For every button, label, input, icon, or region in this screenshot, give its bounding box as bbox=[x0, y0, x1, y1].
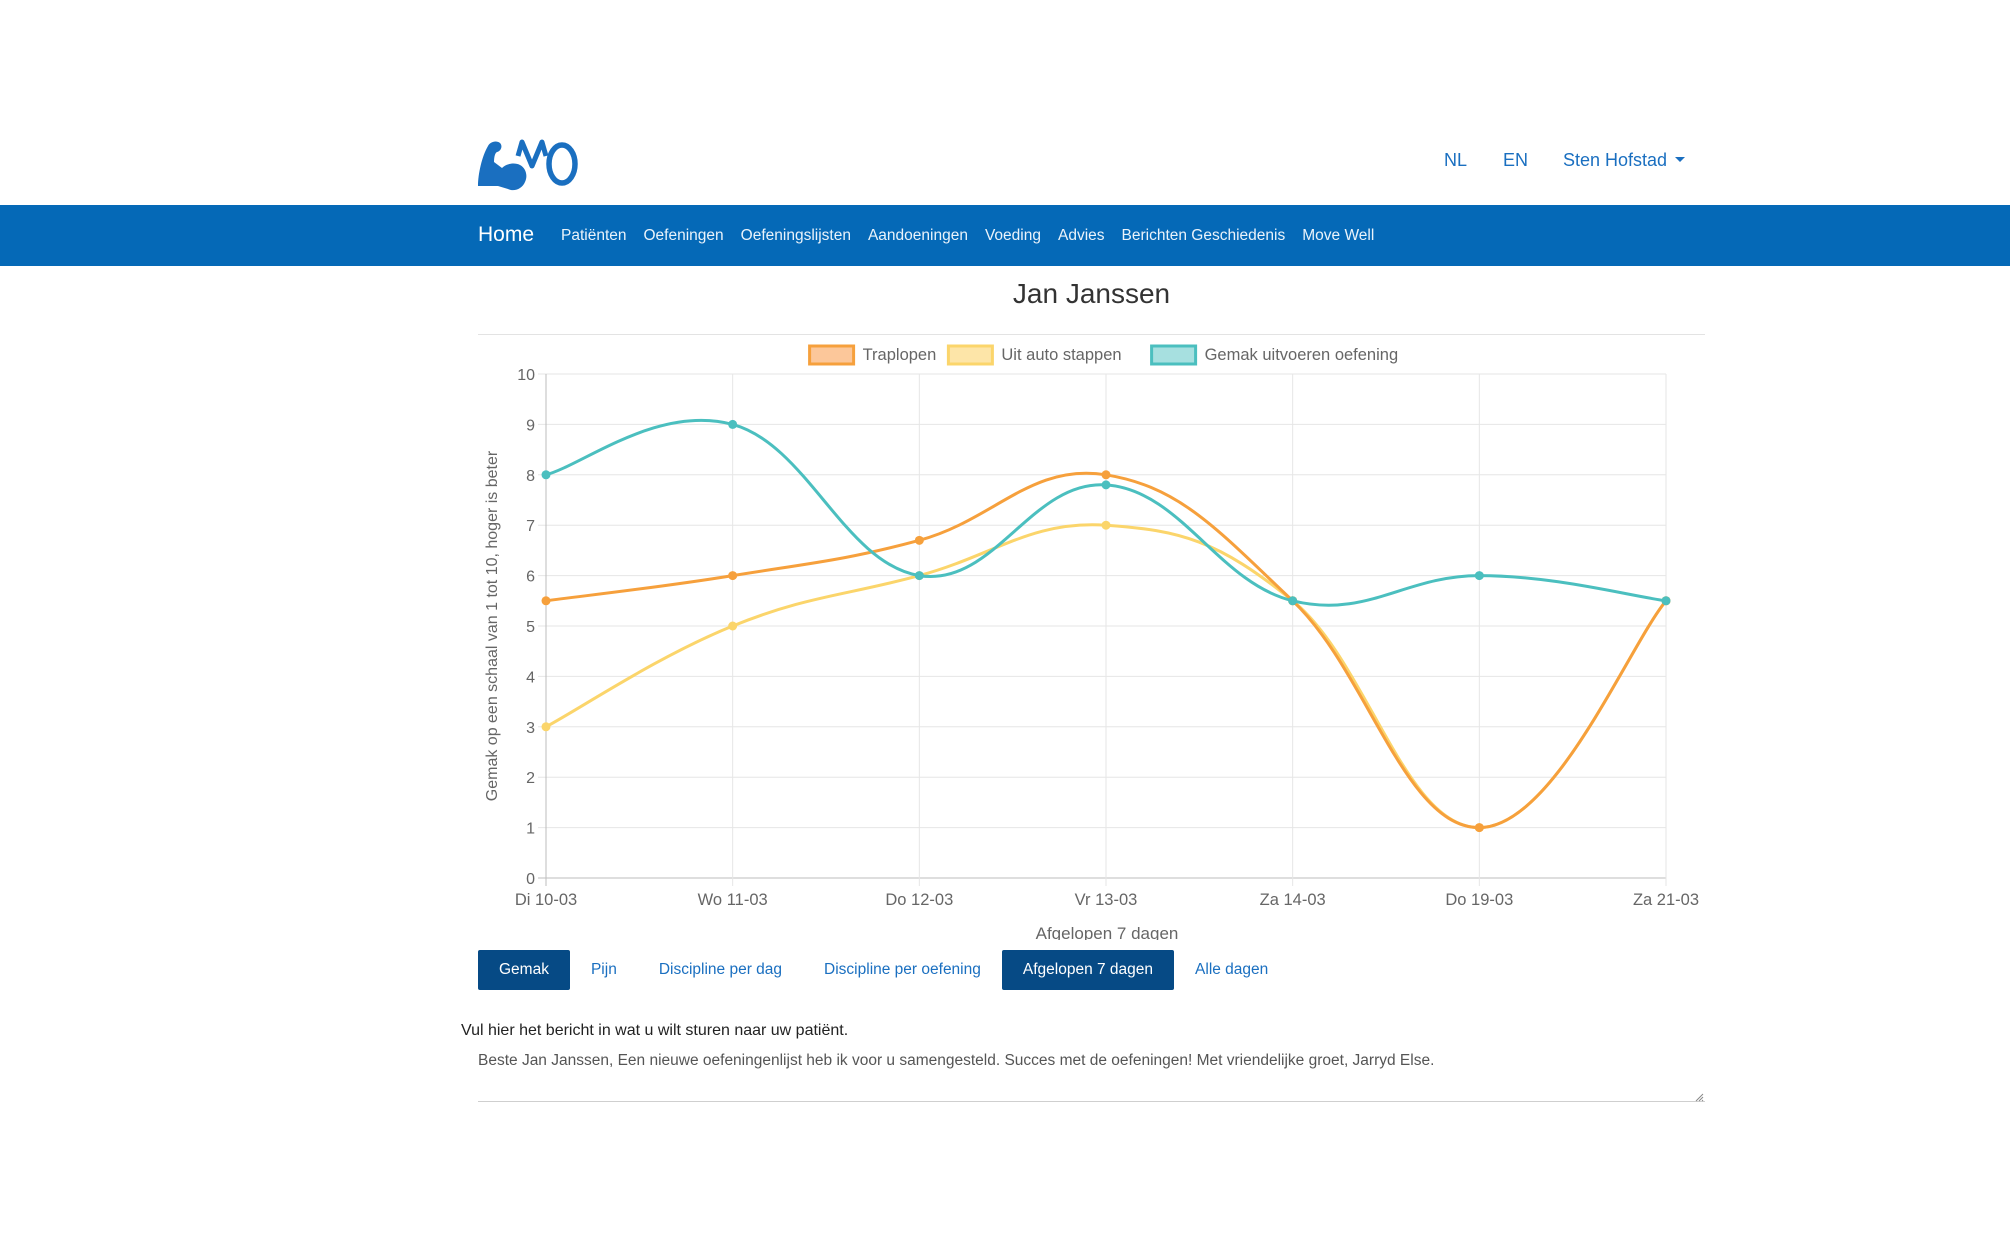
main-navbar: Home Patiënten Oefeningen Oefeningslijst… bbox=[0, 205, 2010, 266]
y-axis-label: Gemak op een schaal van 1 tot 10, hoger … bbox=[484, 450, 501, 801]
x-tick-label: Di 10-03 bbox=[515, 891, 577, 909]
legend-swatch bbox=[946, 344, 994, 366]
y-tick-label: 3 bbox=[526, 720, 535, 737]
nav-item-advies[interactable]: Advies bbox=[1057, 227, 1105, 244]
series-line-0 bbox=[545, 471, 1668, 830]
x-tick-label: Vr 13-03 bbox=[1075, 891, 1138, 909]
y-tick-label: 0 bbox=[526, 871, 535, 888]
data-point bbox=[1288, 596, 1298, 606]
message-textarea[interactable] bbox=[478, 1046, 1705, 1102]
y-tick-label: 1 bbox=[526, 821, 535, 838]
data-point bbox=[541, 596, 551, 606]
tab-discipline-per-oefening[interactable]: Discipline per oefening bbox=[824, 961, 981, 978]
nav-items: Patiënten Oefeningen Oefeningslijsten Aa… bbox=[561, 227, 1391, 245]
legend-label: Gemak uitvoeren oefening bbox=[1205, 346, 1399, 364]
resize-handle-icon[interactable] bbox=[1694, 1092, 1704, 1102]
data-point bbox=[914, 571, 924, 581]
tab-alle-dagen[interactable]: Alle dagen bbox=[1195, 961, 1269, 978]
data-point bbox=[1101, 520, 1111, 530]
data-point bbox=[1474, 571, 1484, 581]
chart-legend: Traplopen Uit auto stappen Gemak uitvoeren… bbox=[808, 344, 1399, 366]
nav-item-oefeningslijsten[interactable]: Oefeningslijsten bbox=[740, 227, 851, 244]
x-axis-label: Afgelopen 7 dagen bbox=[1036, 924, 1179, 940]
legend-label: Uit auto stappen bbox=[1001, 346, 1121, 364]
message-label: Vul hier het bericht in wat u wilt sture… bbox=[461, 1022, 849, 1039]
chart-grid bbox=[538, 373, 1667, 886]
y-tick-label: 2 bbox=[526, 770, 535, 787]
data-point bbox=[728, 419, 738, 429]
nav-home-link[interactable]: Home bbox=[478, 223, 535, 246]
user-menu-dropdown[interactable]: Sten Hofstad bbox=[1563, 150, 1686, 171]
nav-item-berichten-geschiedenis[interactable]: Berichten Geschiedenis bbox=[1121, 227, 1286, 244]
nav-item-oefeningen[interactable]: Oefeningen bbox=[643, 227, 724, 244]
y-tick-label: 4 bbox=[526, 669, 535, 686]
data-point bbox=[1101, 480, 1111, 490]
tab-pijn[interactable]: Pijn bbox=[590, 961, 617, 978]
y-tick-label: 9 bbox=[526, 417, 535, 434]
nav-item-voeding[interactable]: Voeding bbox=[984, 227, 1041, 244]
flexed-arm-logo-icon[interactable] bbox=[476, 134, 580, 192]
y-tick-label: 8 bbox=[526, 468, 535, 485]
data-point bbox=[541, 470, 551, 480]
legend-label: Traplopen bbox=[863, 346, 937, 364]
nav-item-aandoeningen[interactable]: Aandoeningen bbox=[867, 227, 968, 244]
tab-gemak[interactable]: Gemak bbox=[478, 950, 570, 990]
y-tick-label: 10 bbox=[517, 367, 535, 384]
chart-series bbox=[541, 418, 1671, 833]
user-name: Sten Hofstad bbox=[1563, 150, 1668, 170]
x-axis-ticks: Di 10-03 Wo 11-03 Do 12-03 Vr 13-03 Za 14-03… bbox=[515, 891, 1699, 909]
lang-en-link[interactable]: EN bbox=[1503, 150, 1529, 170]
data-point bbox=[728, 621, 738, 631]
nav-item-patienten[interactable]: Patiënten bbox=[561, 227, 627, 244]
data-point bbox=[1474, 823, 1484, 833]
chart-tabs: Gemak Pijn Discipline per dag Discipline… bbox=[478, 950, 1289, 990]
ease-line-chart: Traplopen Uit auto stappen Gemak uitvoeren… bbox=[484, 344, 1699, 940]
data-point bbox=[541, 722, 551, 732]
tab-discipline-per-dag[interactable]: Discipline per dag bbox=[658, 961, 783, 978]
x-tick-label: Do 12-03 bbox=[885, 891, 953, 909]
x-tick-label: Do 19-03 bbox=[1445, 891, 1513, 909]
x-tick-label: Za 21-03 bbox=[1633, 891, 1699, 909]
tab-afgelopen-7-dagen[interactable]: Afgelopen 7 dagen bbox=[1001, 950, 1175, 990]
caret-down-icon bbox=[1675, 156, 1686, 162]
data-point bbox=[728, 571, 738, 581]
nav-item-move-well[interactable]: Move Well bbox=[1302, 227, 1375, 244]
y-tick-label: 7 bbox=[526, 518, 535, 535]
legend-swatch bbox=[808, 344, 856, 366]
y-tick-label: 5 bbox=[526, 619, 535, 636]
patient-name-heading: Jan Janssen bbox=[1012, 278, 1171, 309]
y-tick-label: 6 bbox=[526, 569, 535, 586]
x-tick-label: Wo 11-03 bbox=[698, 891, 768, 909]
x-tick-label: Za 14-03 bbox=[1260, 891, 1326, 909]
title-divider bbox=[478, 334, 1705, 335]
lang-nl-link[interactable]: NL bbox=[1444, 150, 1468, 170]
data-point bbox=[1101, 470, 1111, 480]
y-axis-ticks: 0 1 2 3 4 5 6 7 8 9 10 bbox=[517, 367, 535, 888]
data-point bbox=[914, 535, 924, 545]
data-point bbox=[1661, 596, 1671, 606]
legend-swatch bbox=[1150, 344, 1198, 366]
site-header: NL EN Sten Hofstad bbox=[0, 0, 2010, 205]
